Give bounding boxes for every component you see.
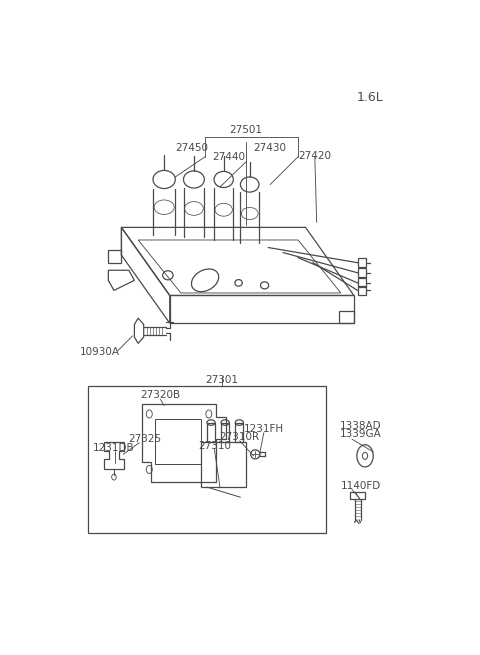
- Bar: [202, 441, 246, 487]
- Text: 1231FH: 1231FH: [244, 424, 284, 434]
- Bar: [155, 419, 202, 464]
- Text: 27450: 27450: [176, 143, 208, 153]
- Bar: [358, 269, 366, 277]
- Bar: [88, 386, 326, 533]
- Bar: [358, 258, 366, 267]
- Bar: [358, 286, 366, 295]
- Text: 1338AD: 1338AD: [340, 421, 382, 430]
- Text: 1231DB: 1231DB: [93, 443, 135, 453]
- Text: 10930A: 10930A: [80, 347, 120, 357]
- Text: 27320B: 27320B: [140, 390, 180, 400]
- Text: 27310: 27310: [198, 441, 231, 451]
- Bar: [358, 278, 366, 288]
- Text: 1.6L: 1.6L: [357, 91, 384, 104]
- Text: 1339GA: 1339GA: [340, 428, 382, 439]
- Bar: [235, 422, 243, 441]
- Text: 27310R: 27310R: [220, 432, 260, 441]
- Text: 27430: 27430: [253, 143, 287, 153]
- Text: 27325: 27325: [128, 434, 161, 444]
- Text: 27501: 27501: [229, 125, 263, 135]
- Text: 1140FD: 1140FD: [340, 481, 381, 491]
- Bar: [207, 422, 215, 441]
- Text: 27420: 27420: [299, 151, 331, 160]
- Text: 27440: 27440: [212, 152, 245, 162]
- Bar: [221, 422, 229, 441]
- Text: 27301: 27301: [205, 375, 238, 385]
